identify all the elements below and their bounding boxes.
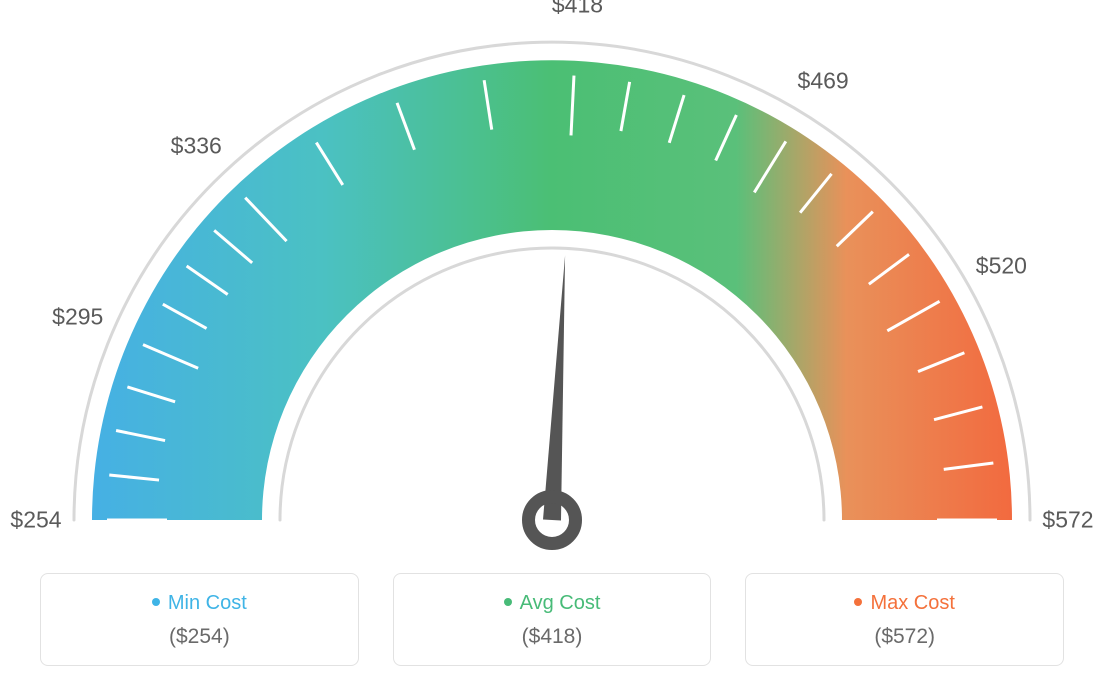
legend-label-text: Min Cost bbox=[168, 592, 247, 614]
legend-title-avg: Avg Cost bbox=[404, 592, 701, 615]
legend-dot-icon bbox=[854, 598, 862, 606]
gauge-tick-label: $254 bbox=[10, 507, 61, 534]
legend-card-min: Min Cost ($254) bbox=[40, 573, 359, 666]
legend-label-text: Avg Cost bbox=[520, 592, 601, 614]
legend-title-max: Max Cost bbox=[756, 592, 1053, 615]
gauge-needle bbox=[543, 255, 565, 520]
legend-card-max: Max Cost ($572) bbox=[745, 573, 1064, 666]
cost-gauge: $254 $295 $336 $418 $469 $520 $572 bbox=[0, 0, 1104, 560]
legend-dot-icon bbox=[504, 598, 512, 606]
legend-row: Min Cost ($254) Avg Cost ($418) Max Cost ($57… bbox=[0, 573, 1104, 666]
gauge-tick-label: $469 bbox=[798, 67, 849, 94]
legend-card-avg: Avg Cost ($418) bbox=[393, 573, 712, 666]
gauge-tick-label: $572 bbox=[1042, 507, 1093, 534]
gauge-tick-label: $295 bbox=[52, 303, 103, 330]
legend-label-text: Max Cost bbox=[870, 592, 954, 614]
gauge-tick-label: $336 bbox=[171, 133, 222, 160]
legend-dot-icon bbox=[152, 598, 160, 606]
legend-value-min: ($254) bbox=[51, 625, 348, 649]
legend-value-avg: ($418) bbox=[404, 625, 701, 649]
legend-value-max: ($572) bbox=[756, 625, 1053, 649]
gauge-tick-label: $520 bbox=[976, 253, 1027, 280]
legend-title-min: Min Cost bbox=[51, 592, 348, 615]
gauge-tick-label: $418 bbox=[552, 0, 603, 18]
gauge-svg bbox=[0, 0, 1104, 560]
